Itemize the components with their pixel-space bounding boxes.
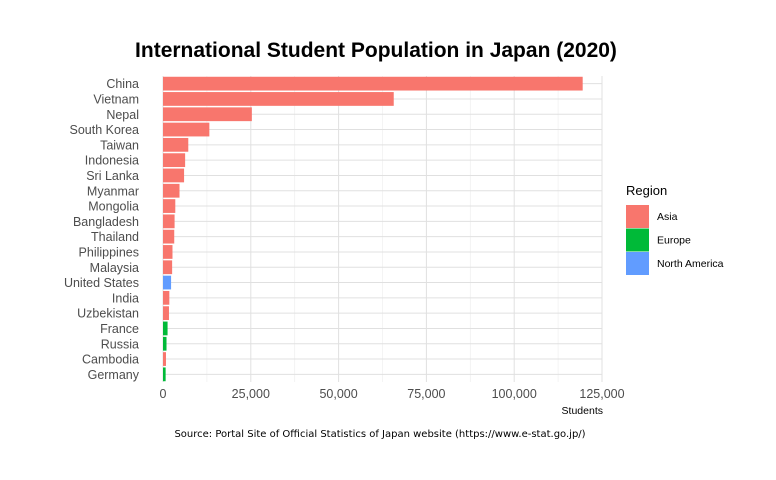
bar-united-states xyxy=(163,275,172,290)
bar-france xyxy=(163,321,168,336)
bar-philippines xyxy=(163,245,173,259)
legend-label: Europe xyxy=(657,235,691,247)
x-tick-label: 25,000 xyxy=(232,387,270,401)
x-axis-title: Students xyxy=(562,405,603,417)
category-label: Sri Lanka xyxy=(86,169,139,183)
legend-title: Region xyxy=(626,183,667,198)
category-label: South Korea xyxy=(70,123,140,137)
x-tick-label: 125,000 xyxy=(579,387,624,401)
x-tick-labels: 0 25,000 50,000 75,000 100,000 125,000 xyxy=(160,387,625,401)
bar-mongolia xyxy=(163,199,176,213)
category-label: Vietnam xyxy=(93,92,139,106)
category-label: Taiwan xyxy=(100,138,139,152)
category-label: United States xyxy=(64,276,139,290)
x-tick-label: 0 xyxy=(160,387,167,401)
category-label: India xyxy=(112,291,139,305)
bar-nepal xyxy=(163,107,252,122)
category-label: Mongolia xyxy=(88,200,139,214)
bar-myanmar xyxy=(163,183,180,198)
bars xyxy=(163,76,583,382)
bar-russia xyxy=(163,336,167,351)
category-label: Cambodia xyxy=(82,353,139,367)
category-label: Indonesia xyxy=(85,154,139,168)
bar-malaysia xyxy=(163,260,173,275)
bar-bangladesh xyxy=(163,214,175,229)
category-label: France xyxy=(100,322,139,336)
category-label: Malaysia xyxy=(90,261,139,275)
category-label: Uzbekistan xyxy=(77,307,139,321)
bar-uzbekistan xyxy=(163,306,169,321)
bar-south-korea xyxy=(163,122,210,137)
category-label: Bangladesh xyxy=(73,215,139,229)
bar-indonesia xyxy=(163,153,186,168)
x-tick-label: 50,000 xyxy=(319,387,357,401)
x-tick-label: 100,000 xyxy=(492,387,537,401)
bar-cambodia xyxy=(163,352,166,366)
legend-swatch-asia xyxy=(626,205,649,228)
category-label: Myanmar xyxy=(87,184,139,198)
category-label: Philippines xyxy=(79,245,139,259)
x-tick-label: 75,000 xyxy=(407,387,445,401)
category-label: Nepal xyxy=(106,108,139,122)
bar-vietnam xyxy=(163,92,394,106)
legend-swatch-europe xyxy=(626,228,649,252)
bar-sri-lanka xyxy=(163,168,185,183)
legend-swatch-north-america xyxy=(626,252,649,275)
category-label: Russia xyxy=(101,337,139,351)
legend: Region Asia Europe North America xyxy=(626,183,724,275)
chart-title: International Student Population in Japa… xyxy=(135,39,617,62)
legend-label: Asia xyxy=(657,211,678,223)
legend-label: North America xyxy=(657,258,724,270)
bar-taiwan xyxy=(163,137,189,152)
bar-thailand xyxy=(163,229,175,244)
bar-china xyxy=(163,76,583,91)
source-caption: Source: Portal Site of Official Statisti… xyxy=(174,429,585,440)
bar-india xyxy=(163,290,170,305)
category-label: China xyxy=(106,77,139,91)
category-label: Thailand xyxy=(91,230,139,244)
category-label: Germany xyxy=(88,368,140,382)
bar-germany xyxy=(163,367,166,382)
grid xyxy=(162,76,603,382)
